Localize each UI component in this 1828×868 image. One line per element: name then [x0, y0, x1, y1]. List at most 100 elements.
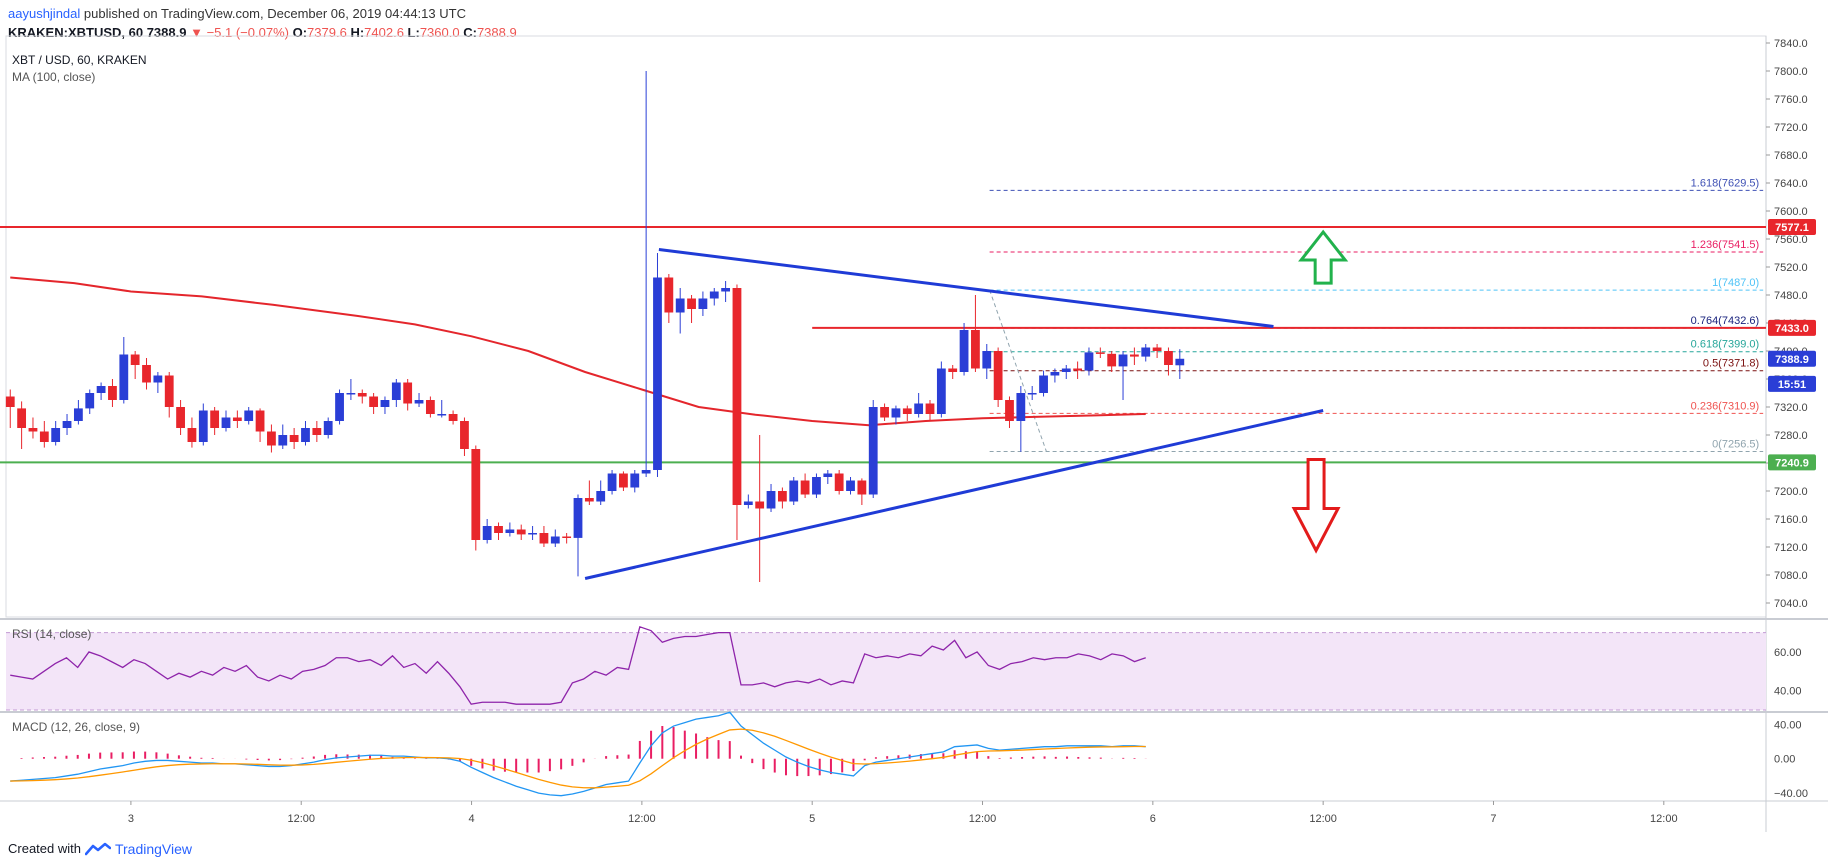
candle-body: [369, 396, 379, 407]
candle-body: [619, 473, 628, 488]
candle-body: [346, 393, 356, 395]
candle-body: [732, 288, 742, 505]
candle-body: [914, 403, 924, 414]
fib-level-label: 1(7487.0): [1712, 277, 1759, 289]
x-tick-label: 12:00: [287, 813, 315, 825]
price-badge: [1768, 454, 1816, 471]
candle-body: [505, 529, 515, 533]
candle-body: [17, 408, 27, 428]
y-tick-label: 7720.0: [1774, 122, 1808, 134]
candle-body: [323, 421, 333, 435]
price-badge-label: 7240.9: [1775, 457, 1809, 469]
candle-body: [755, 501, 765, 509]
candle-body: [255, 410, 265, 432]
candle-body: [391, 382, 401, 400]
y-tick-label: 7680.0: [1774, 150, 1808, 162]
candle-body: [596, 491, 606, 502]
candle-body: [641, 470, 651, 474]
candle-body: [698, 298, 708, 309]
fib-level-label: 1.236(7541.5): [1691, 239, 1760, 251]
author-name[interactable]: aayushjindal: [8, 6, 81, 21]
candle-body: [721, 288, 731, 292]
candle-body: [630, 473, 640, 488]
x-tick-label: 7: [1490, 813, 1496, 825]
candle-body: [982, 351, 992, 369]
candle-body: [880, 407, 889, 418]
fib-level-label: 0.764(7432.6): [1691, 315, 1760, 327]
fib-level-label: 0.5(7371.8): [1703, 358, 1759, 370]
candle-body: [471, 449, 481, 540]
candle-body: [5, 396, 15, 407]
candle-body: [198, 410, 208, 442]
candle-body: [380, 400, 390, 407]
triangle-trendline: [584, 409, 1324, 580]
macd-tick-label: 0.00: [1774, 754, 1795, 766]
candle-body: [1129, 354, 1139, 357]
price-badge: [1768, 350, 1816, 367]
candle-body: [460, 421, 469, 449]
candle-body: [743, 501, 753, 505]
candle-body: [403, 382, 413, 404]
macd-legend: MACD (12, 26, close, 9): [12, 720, 140, 734]
candle-body: [1107, 353, 1117, 367]
tradingview-logo-icon: [84, 842, 111, 856]
bullish-arrow-icon: [1298, 229, 1349, 285]
price-badge-label: 7388.9: [1775, 354, 1809, 366]
candle-body: [664, 277, 674, 313]
x-tick-label: 6: [1150, 813, 1156, 825]
y-tick-label: 7280.0: [1774, 430, 1808, 442]
candle-body: [846, 480, 855, 491]
candle-body: [936, 368, 946, 414]
candle-body: [789, 480, 799, 502]
price-badge-label: 7577.1: [1775, 222, 1809, 234]
rsi-tick-label: 40.00: [1774, 686, 1802, 698]
y-tick-label: 7080.0: [1774, 570, 1808, 582]
candle-body: [62, 421, 72, 428]
candle-body: [539, 533, 549, 544]
candle-body: [1084, 352, 1094, 371]
candle-body: [562, 536, 572, 538]
candle-body: [607, 473, 617, 491]
candle-body: [51, 428, 61, 442]
fib-level-label: 0.618(7399.0): [1691, 339, 1760, 351]
x-tick-label: 3: [128, 813, 134, 825]
price-badge: [1768, 375, 1816, 392]
candle-body: [1027, 393, 1037, 395]
macd-tick-label: 40.00: [1774, 719, 1802, 731]
x-tick-label: 12:00: [628, 813, 656, 825]
candle-body: [39, 431, 49, 442]
candle-body: [232, 417, 242, 421]
candle-body: [357, 393, 367, 397]
candle-body: [176, 407, 185, 428]
y-tick-label: 7600.0: [1774, 206, 1808, 218]
candle-body: [244, 410, 254, 421]
rsi-line: [10, 625, 1146, 705]
candle-body: [653, 277, 662, 470]
candle-body: [902, 408, 912, 414]
published-text: published on TradingView.com, December 0…: [83, 6, 466, 21]
fib-level-label: 0(7256.5): [1712, 438, 1759, 450]
y-tick-label: 7040.0: [1774, 598, 1808, 610]
y-tick-label: 7560.0: [1774, 234, 1808, 246]
tradingview-link[interactable]: TradingView: [114, 841, 193, 857]
candle-body: [312, 428, 322, 435]
price-badge: [1768, 219, 1816, 236]
candle-body: [993, 351, 1003, 400]
bearish-arrow-icon: [1291, 458, 1341, 554]
candle-body: [550, 536, 560, 544]
candle-body: [335, 393, 344, 421]
candle-body: [868, 407, 878, 495]
candle-body: [800, 480, 810, 495]
candle-body: [1050, 372, 1060, 376]
fib-anchor-line: [989, 289, 1047, 452]
candle-body: [1095, 352, 1105, 354]
candle-body: [516, 529, 526, 535]
candle-body: [142, 365, 151, 383]
candle-body: [301, 428, 310, 442]
macd-signal-line: [10, 728, 1146, 789]
candle-body: [267, 431, 276, 446]
x-tick-label: 12:00: [1309, 813, 1337, 825]
candle-body: [709, 291, 719, 299]
macd-line: [10, 711, 1146, 797]
